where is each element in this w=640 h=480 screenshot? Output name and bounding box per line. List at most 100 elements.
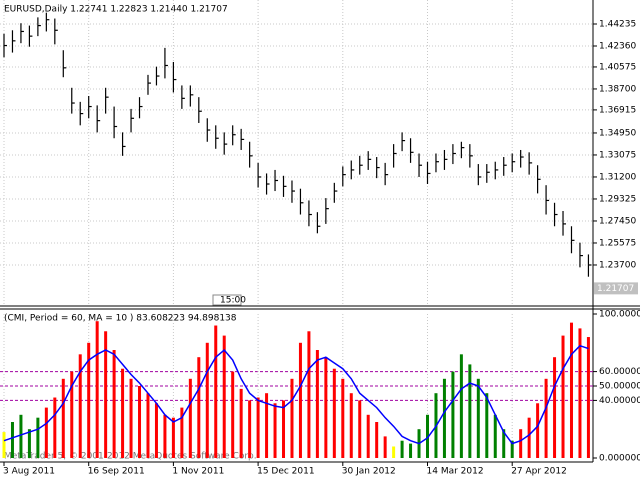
x-tick-label: 30 Jan 2012	[342, 467, 396, 477]
y-tick-label: 40.000000	[599, 396, 640, 406]
cmi-bar	[53, 397, 57, 458]
cmi-bar	[197, 357, 201, 458]
cmi-bar	[510, 440, 514, 458]
x-tick-label: 1 Nov 2011	[172, 467, 224, 477]
cmi-bar	[273, 403, 277, 458]
x-tick-label: 3 Aug 2011	[3, 467, 55, 477]
cmi-bar	[112, 350, 116, 458]
y-tick-label: 1.44235	[599, 19, 636, 29]
cmi-bar	[315, 350, 319, 458]
cmi-bar	[87, 342, 91, 458]
x-tick-label: 14 Mar 2012	[427, 467, 484, 477]
cmi-bar	[205, 342, 209, 458]
cmi-bar	[544, 378, 548, 458]
x-tick-label: 16 Sep 2011	[88, 467, 145, 477]
cmi-bar	[366, 414, 370, 458]
x-tick-label: 15 Dec 2011	[257, 467, 315, 477]
cmi-bar	[307, 331, 311, 458]
cmi-bar	[553, 357, 557, 458]
x-tick-label: 27 Apr 2012	[511, 467, 567, 477]
cmi-bar	[222, 335, 226, 458]
current-price-label: 1.21707	[597, 284, 634, 294]
y-tick-label: 1.29325	[599, 194, 636, 204]
cmi-bar	[61, 378, 65, 458]
cmi-bar	[146, 393, 150, 458]
cmi-bar	[95, 321, 99, 458]
cmi-bar	[231, 371, 235, 458]
time-marker-box	[212, 294, 242, 306]
cmi-bar	[36, 417, 40, 458]
cmi-bar	[392, 446, 396, 458]
price-title: EURUSD,Daily 1.22741 1.22823 1.21440 1.2…	[4, 5, 228, 15]
cmi-bar	[527, 417, 531, 458]
cmi-bar	[451, 371, 455, 458]
y-tick-label: 1.42360	[599, 42, 636, 52]
y-tick-label: 1.31200	[599, 172, 636, 182]
cmi-bar	[2, 432, 6, 458]
indicator-title: (CMI, Period = 60, MA = 10 ) 83.608223 9…	[4, 314, 237, 324]
cmi-bar	[154, 403, 158, 458]
y-tick-label: 1.40575	[599, 62, 636, 72]
cmi-bar	[409, 443, 413, 458]
cmi-bar	[282, 400, 286, 458]
cmi-bar	[459, 354, 463, 458]
cmi-bar	[78, 354, 82, 458]
y-tick-label: 1.38700	[599, 84, 636, 94]
cmi-bar	[10, 422, 14, 458]
cmi-bar	[383, 436, 387, 458]
cmi-bar	[400, 440, 404, 458]
cmi-bar	[256, 397, 260, 458]
cmi-bar	[239, 388, 243, 458]
cmi-bar	[44, 407, 48, 458]
y-tick-label: 50.000000	[599, 382, 640, 392]
cmi-bar	[519, 429, 523, 458]
y-tick-label: 1.36915	[599, 105, 636, 115]
cmi-bar	[290, 378, 294, 458]
cmi-bar	[121, 368, 125, 458]
cmi-bar	[586, 337, 590, 458]
cmi-bar	[468, 364, 472, 458]
current-price-box	[594, 282, 638, 295]
cmi-bar	[138, 386, 142, 458]
y-tick-label: 0.000000	[599, 454, 640, 464]
cmi-bar	[485, 393, 489, 458]
y-tick-label: 1.25575	[599, 238, 636, 248]
cmi-bar	[248, 400, 252, 458]
y-tick-label: 1.34950	[599, 128, 636, 138]
cmi-bar	[163, 414, 167, 458]
cmi-bar	[569, 322, 573, 458]
cmi-bar	[180, 407, 184, 458]
cmi-bar	[70, 371, 74, 458]
cmi-bar	[578, 328, 582, 458]
cmi-bar	[19, 414, 23, 458]
cmi-bar	[171, 417, 175, 458]
cmi-bar	[298, 342, 302, 458]
y-tick-label: 1.23700	[599, 260, 636, 270]
cmi-bar	[476, 378, 480, 458]
cmi-bar	[324, 357, 328, 458]
y-tick-label: 1.27450	[599, 216, 636, 226]
cmi-bar	[265, 393, 269, 458]
cmi-bar	[561, 335, 565, 458]
cmi-bar	[536, 403, 540, 458]
cmi-bar	[493, 414, 497, 458]
cmi-bar	[27, 429, 31, 458]
cmi-bar	[104, 331, 108, 458]
cmi-bar	[442, 378, 446, 458]
ma-line	[3, 344, 589, 445]
cmi-bar	[375, 422, 379, 458]
y-tick-label: 100.000000	[599, 310, 640, 320]
time-marker: 15:00	[220, 296, 246, 306]
cmi-bar	[214, 325, 218, 458]
cmi-bar	[188, 378, 192, 458]
cmi-bar	[129, 378, 133, 458]
cmi-bar	[332, 368, 336, 458]
cmi-bar	[341, 378, 345, 458]
cmi-bar	[502, 429, 506, 458]
cmi-bar	[426, 414, 429, 458]
y-tick-label: 1.33075	[599, 150, 636, 160]
cmi-bar	[349, 393, 353, 458]
y-tick-label: 60.000000	[599, 367, 640, 377]
cmi-bar	[358, 400, 362, 458]
